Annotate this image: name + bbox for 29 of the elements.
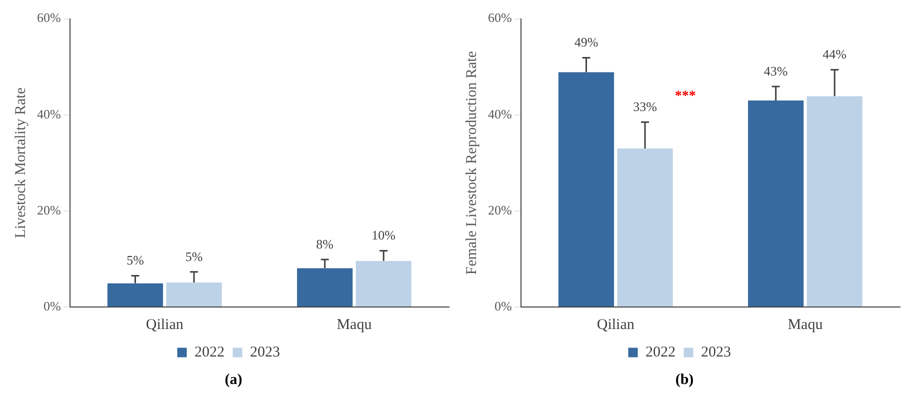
data-label: 44%	[822, 46, 847, 62]
x-tick-label: Qilian	[146, 316, 184, 333]
y-tick-label: 0%	[494, 298, 512, 314]
y-tick-label: 40%	[488, 106, 512, 122]
y-axis-title: Livestock Mortality Rate	[12, 87, 29, 238]
y-tick-label: 60%	[36, 10, 61, 26]
annotation: ***	[674, 89, 696, 104]
data-label: 5%	[185, 248, 203, 264]
y-tick-label: 20%	[36, 202, 61, 218]
y-tick-label: 40%	[36, 106, 61, 122]
legend-label: 2022	[194, 344, 224, 360]
data-label: 43%	[764, 63, 788, 78]
data-label: 8%	[316, 236, 334, 252]
legend-label: 2023	[250, 344, 280, 360]
text: (a)	[224, 372, 244, 389]
data-label: 5%	[126, 252, 144, 268]
y-tick-label: 60%	[488, 10, 512, 26]
text: (b)	[674, 372, 695, 389]
y-axis-title: Female Livestock Reproduction Rate	[464, 50, 480, 275]
x-tick-label: Maqu	[336, 316, 372, 333]
y-tick-label: 20%	[488, 202, 512, 218]
data-label: 33%	[633, 98, 658, 114]
data-label: 49%	[574, 34, 598, 50]
y-tick-label: 0%	[43, 298, 61, 314]
legend-label: 2023	[701, 344, 731, 360]
x-tick-label: Maqu	[788, 316, 824, 333]
data-label: 10%	[372, 228, 396, 243]
legend-label: 2022	[646, 344, 676, 360]
x-tick-label: Qilian	[596, 316, 635, 333]
